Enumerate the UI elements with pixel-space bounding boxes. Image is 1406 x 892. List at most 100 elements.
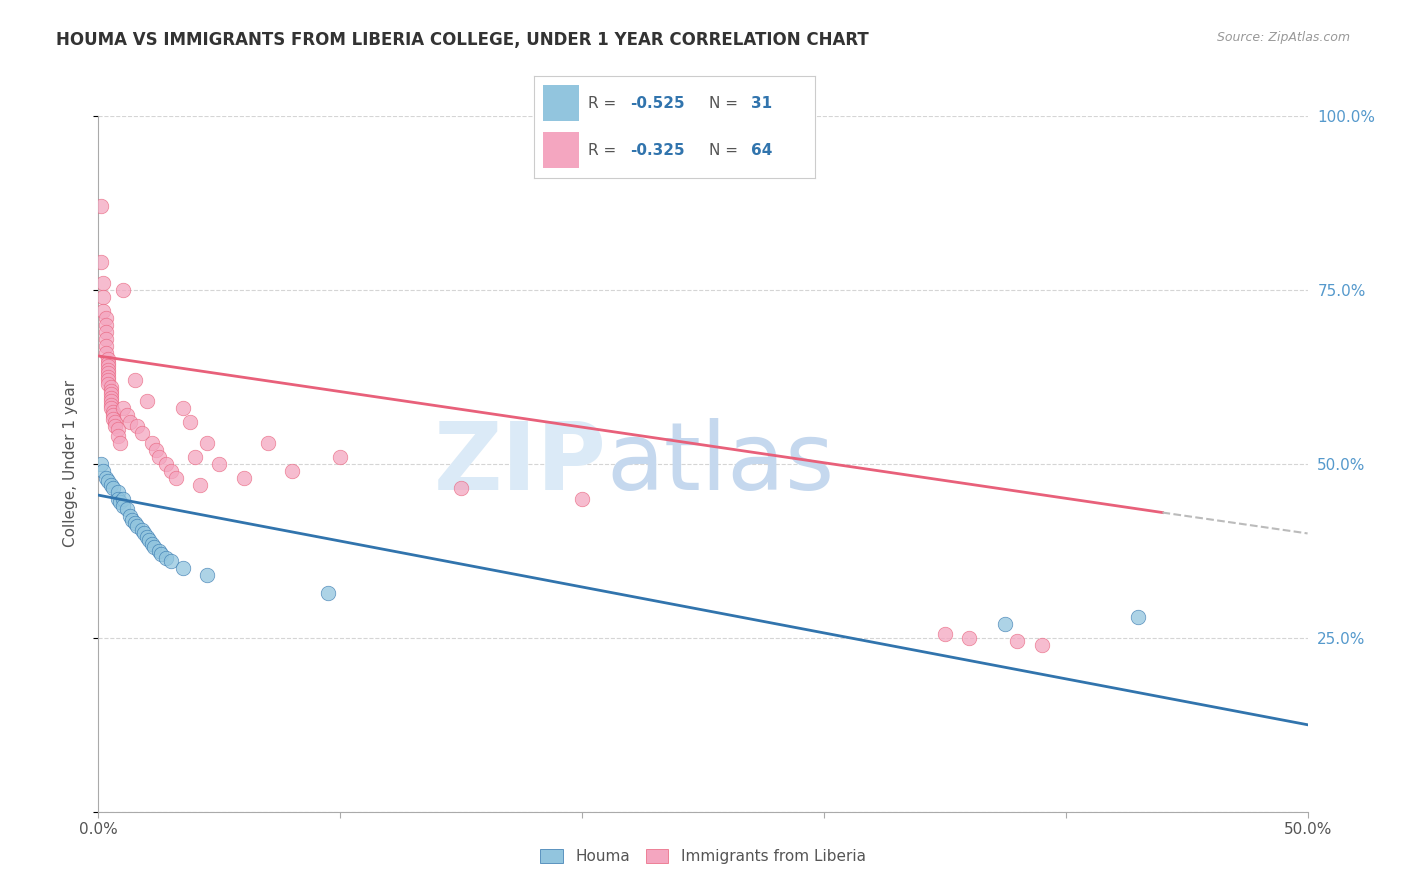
Point [131,425,153,440]
Point [90,199,112,213]
Point [94,318,117,332]
Point [138,533,160,548]
Point [316,585,339,599]
Point [97,475,120,489]
Point [148,450,170,464]
Point [91,464,114,478]
Point [90,457,112,471]
Point [117,502,139,516]
Point [135,530,157,544]
Point [100,398,122,412]
Point [97,369,120,384]
Point [100,384,122,398]
Point [97,367,120,381]
Point [111,499,134,513]
Point [97,359,120,374]
Text: R =: R = [588,95,621,111]
Point [111,283,134,297]
Point [1128,610,1150,624]
Point [101,408,124,422]
Point [100,477,122,491]
Point [94,345,117,359]
Point [124,516,146,530]
Text: N =: N = [709,95,742,111]
Text: R =: R = [588,143,621,158]
Point [100,387,122,401]
Point [118,415,141,429]
Point [101,405,124,419]
Legend: Houma, Immigrants from Liberia: Houma, Immigrants from Liberia [534,842,872,871]
Point [155,550,177,565]
Point [94,325,117,339]
Point [150,547,173,561]
Point [188,477,211,491]
Point [256,436,278,450]
Point [117,408,139,422]
Point [91,290,114,304]
Text: ZIP: ZIP [433,417,606,510]
Text: -0.325: -0.325 [630,143,685,158]
Point [100,401,122,416]
Point [104,418,127,433]
Point [97,376,120,391]
Point [172,561,194,575]
Point [143,541,166,555]
Point [160,464,183,478]
Point [94,332,117,346]
Point [90,255,112,269]
Point [100,394,122,409]
Point [195,568,218,582]
Point [91,276,114,290]
Point [165,471,187,485]
Point [994,616,1017,631]
Point [107,484,129,499]
Point [97,356,120,370]
Point [1007,634,1029,648]
Point [232,471,254,485]
Text: 31: 31 [751,95,772,111]
Text: atlas: atlas [606,417,835,510]
Point [155,457,177,471]
Point [111,491,134,506]
Point [934,627,956,641]
Point [450,481,472,495]
Text: HOUMA VS IMMIGRANTS FROM LIBERIA COLLEGE, UNDER 1 YEAR CORRELATION CHART: HOUMA VS IMMIGRANTS FROM LIBERIA COLLEGE… [56,31,869,49]
Point [329,450,352,464]
Point [141,537,163,551]
Point [97,373,120,387]
Point [108,495,131,509]
Point [97,352,120,367]
Point [135,394,157,409]
Point [141,436,163,450]
Point [101,411,124,425]
Point [94,338,117,352]
Text: -0.525: -0.525 [630,95,685,111]
Point [145,442,167,457]
Point [127,519,149,533]
Point [131,523,153,537]
Point [91,303,114,318]
Bar [543,132,579,168]
Point [108,436,131,450]
Point [124,373,146,387]
Point [281,464,304,478]
Point [100,380,122,394]
Bar [543,85,579,121]
Point [172,401,194,416]
Text: N =: N = [709,143,742,158]
Point [101,481,124,495]
Point [94,310,117,325]
Point [208,457,231,471]
Point [148,544,170,558]
Point [121,512,143,526]
Point [111,401,134,416]
Point [127,418,149,433]
Point [1031,638,1053,652]
Point [184,450,207,464]
Point [94,471,117,485]
Point [107,429,129,443]
Point [957,631,980,645]
Point [100,391,122,405]
Text: Source: ZipAtlas.com: Source: ZipAtlas.com [1216,31,1350,45]
Point [107,491,129,506]
